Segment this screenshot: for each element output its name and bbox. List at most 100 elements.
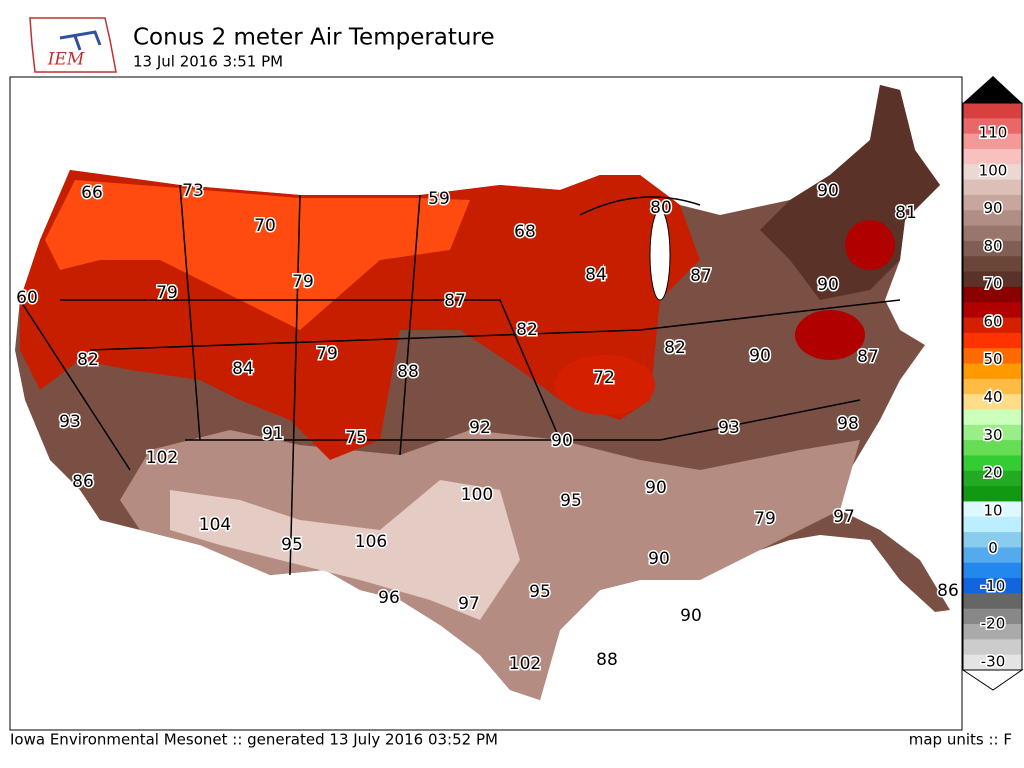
station-value: 93 [59, 412, 81, 432]
colorbar-label: -30 [981, 653, 1006, 671]
colorbar-label: 90 [983, 199, 1002, 217]
station-value: 75 [345, 428, 367, 448]
state-borders [19, 184, 901, 576]
colorbar-swatch [963, 118, 1022, 135]
colorbar-swatch [963, 148, 1022, 165]
title: Conus 2 meter Air Temperature [133, 25, 495, 51]
colorbar-swatch [963, 486, 1022, 502]
colorbar-swatch [963, 363, 1022, 380]
station-value: 60 [16, 288, 38, 308]
station-value: 88 [596, 650, 618, 670]
station-value: 82 [77, 350, 99, 370]
station-value: 81 [895, 203, 917, 223]
station-value: 88 [397, 362, 419, 382]
map: 66 73 70 59 68 80 90 81 60 79 79 87 84 87 90 82 84 79 88 82… [9, 76, 963, 731]
colorbar-swatch [963, 455, 1022, 472]
station-value: 66 [81, 183, 103, 203]
station-value: 73 [182, 181, 204, 201]
colorbar-swatch [963, 240, 1022, 257]
midwest-cool-spot [555, 355, 655, 415]
colorbar-swatch [963, 470, 1022, 487]
colorbar-swatch [963, 225, 1022, 242]
station-value: 87 [857, 347, 879, 367]
colorbar-swatch [963, 440, 1022, 456]
colorbar-label: 30 [983, 426, 1002, 444]
coolest-north-region [45, 180, 470, 330]
station-value: 96 [378, 588, 400, 608]
station-value: 92 [469, 418, 491, 438]
colorbar-swatch [963, 179, 1022, 196]
station-value: 84 [585, 265, 607, 285]
station-value: 86 [937, 581, 959, 601]
station-value: 86 [72, 472, 94, 492]
station-value: 79 [292, 272, 314, 292]
colorbar-swatch [963, 210, 1022, 227]
colorbar-label: 20 [983, 464, 1002, 482]
footer-credit: Iowa Environmental Mesonet :: generated … [10, 731, 498, 749]
colorbar-top-arrow [963, 76, 1022, 103]
station-value: 102 [146, 448, 178, 468]
station-value: 97 [833, 507, 855, 527]
station-value: 93 [718, 418, 740, 438]
colorbar-swatch [963, 133, 1022, 150]
colorbar-swatch [963, 286, 1022, 303]
station-value: 90 [648, 549, 670, 569]
station-value: 84 [232, 359, 254, 379]
colorbar-swatch [963, 378, 1022, 395]
colorbar-swatch [963, 317, 1022, 334]
colorbar-label: 50 [983, 350, 1002, 368]
colorbar-swatch [963, 409, 1022, 426]
colorbar-swatch [963, 501, 1022, 518]
colorbar-swatch [963, 562, 1022, 579]
subtitle: 13 Jul 2016 3:51 PM [133, 53, 283, 71]
northeast-cool-spot [845, 220, 895, 270]
station-value: 80 [650, 198, 672, 218]
colorbar-swatch [963, 271, 1022, 288]
northeast-warm-region [760, 85, 940, 300]
station-value: 82 [516, 320, 538, 340]
colorbar-swatch [963, 194, 1022, 211]
station-value: 100 [461, 485, 493, 505]
colorbar-swatch [963, 593, 1022, 610]
station-value: 90 [749, 346, 771, 366]
colorbar-swatch [963, 256, 1022, 273]
station-value: 59 [428, 189, 450, 209]
station-value: 90 [817, 181, 839, 201]
colorbar-label: -10 [981, 577, 1006, 595]
colorbar-swatch [963, 578, 1022, 594]
station-value: 87 [690, 266, 712, 286]
station-value: 104 [199, 515, 231, 535]
station-value: 68 [514, 222, 536, 242]
colorbar-frame [962, 102, 1023, 671]
footer-units: map units :: F [909, 731, 1012, 749]
colorbar-label: 80 [983, 237, 1002, 255]
station-value: 79 [156, 283, 178, 303]
logo: IEM [29, 17, 117, 73]
appalachian-cool-spot [795, 310, 865, 360]
colorbar-swatch [963, 516, 1022, 533]
colorbar-swatch [963, 394, 1022, 410]
colorbar-label: 40 [983, 388, 1002, 406]
station-value: 95 [529, 582, 551, 602]
colorbar-swatch [963, 547, 1022, 564]
colorbar-swatch [963, 639, 1022, 656]
logo-text: IEM [47, 50, 85, 70]
colorbar-label: 60 [983, 312, 1002, 330]
colorbar-swatch [963, 164, 1022, 181]
colorbar-label: 70 [983, 275, 1002, 293]
station-value: 87 [444, 291, 466, 311]
station-value: 72 [593, 368, 615, 388]
colorbar-swatch [963, 624, 1022, 640]
station-value: 95 [281, 535, 303, 555]
station-value: 90 [680, 606, 702, 626]
logo-icon [59, 30, 102, 51]
station-value: 106 [355, 532, 387, 552]
station-value: 70 [254, 216, 276, 236]
station-value: 82 [664, 338, 686, 358]
colorbar-swatch [963, 654, 1022, 671]
colorbar-label: 10 [983, 501, 1002, 519]
station-value: 90 [551, 431, 573, 451]
hot-southwest-region [170, 480, 520, 620]
colorbar-swatch [963, 532, 1022, 548]
